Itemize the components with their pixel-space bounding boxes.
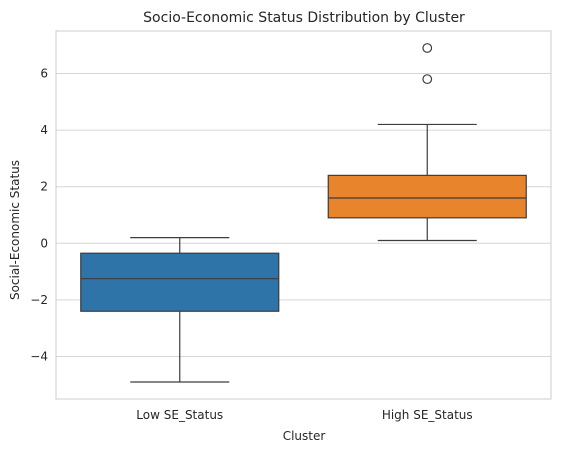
x-axis-ticks: Low SE_Status High SE_Status (136, 408, 472, 422)
y-tick-label: 6 (40, 66, 48, 80)
x-axis-label: Cluster (283, 429, 326, 443)
y-tick-label: 2 (40, 180, 48, 194)
y-tick-label: 4 (40, 123, 48, 137)
y-axis-label: Social-Economic Status (8, 160, 22, 300)
outlier-point (423, 44, 432, 53)
box-series (81, 44, 527, 382)
y-tick-label: −2 (30, 293, 48, 307)
y-axis-ticks: −4 −2 0 2 4 6 (30, 66, 48, 363)
outlier-point (423, 75, 432, 84)
y-tick-label: −4 (30, 350, 48, 364)
x-tick-label: High SE_Status (382, 408, 473, 422)
y-tick-label: 0 (40, 236, 48, 250)
chart-title: Socio-Economic Status Distribution by Cl… (143, 10, 465, 26)
box-group (81, 238, 279, 382)
box-iqr (81, 253, 279, 311)
box-iqr (328, 175, 526, 217)
x-tick-label: Low SE_Status (136, 408, 223, 422)
